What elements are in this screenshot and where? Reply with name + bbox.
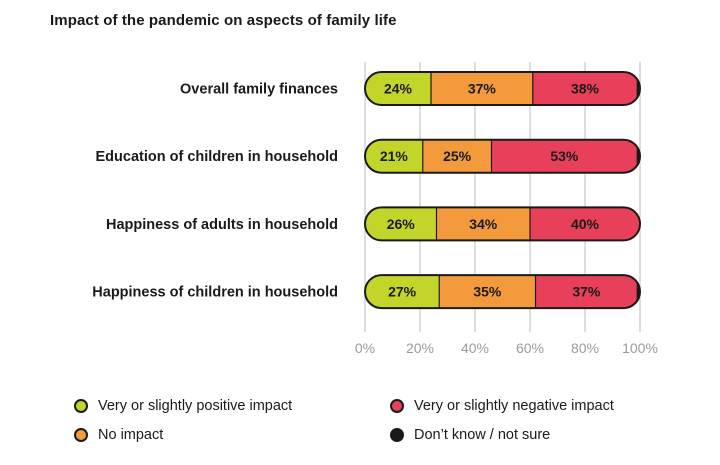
data-label: 37%: [468, 81, 497, 97]
bars: 24% 37% 38% 21% 25% 53% 26% 34% 40% 27% 35% 37%: [364, 71, 641, 310]
legend-item-positive: Very or slightly positive impact: [74, 398, 292, 414]
bar-segment: [422, 139, 492, 173]
bar-segment: [365, 139, 424, 173]
bar-segment: [365, 72, 432, 105]
bar-segment: [431, 72, 534, 105]
bar-segment: [637, 139, 640, 173]
legend-label-no-impact: No impact: [98, 427, 164, 443]
bar-segment: [637, 275, 640, 309]
category-label: Happiness of children in household: [92, 285, 338, 301]
legend-label-positive: Very or slightly positive impact: [98, 398, 293, 414]
legend-item-negative: Very or slightly negative impact: [390, 398, 614, 414]
bar-outline: [364, 274, 641, 310]
bar-row: [365, 72, 640, 105]
bar-row: [365, 275, 640, 309]
legend-swatch-negative: [390, 399, 404, 413]
legend-swatch-positive: [74, 399, 88, 413]
x-tick-label: 40%: [461, 340, 489, 356]
bar-segment: [491, 139, 638, 173]
bar-outline: [364, 138, 641, 174]
legend-item-dont-know: Don’t know / not sure: [390, 427, 550, 443]
data-label: 24%: [384, 81, 413, 97]
data-label: 40%: [571, 216, 600, 232]
x-tick-label: 0%: [355, 340, 375, 356]
category-label: Education of children in household: [96, 149, 338, 165]
data-label: 35%: [473, 284, 502, 300]
bar-segment: [535, 275, 638, 309]
data-label: 53%: [550, 148, 579, 164]
x-tick-label: 60%: [516, 340, 544, 356]
bar-row: [365, 207, 640, 241]
bar-segment: [532, 72, 638, 105]
x-tick-label: 80%: [571, 340, 599, 356]
data-label: 38%: [571, 81, 600, 97]
bar-outline: [364, 206, 641, 242]
bar-segment: [365, 207, 437, 241]
bar-segment: [436, 207, 531, 241]
bar-segment: [439, 275, 536, 309]
legend-item-no-impact: No impact: [74, 427, 163, 443]
bar-segment: [365, 275, 440, 309]
data-label: 37%: [572, 284, 601, 300]
data-label: 27%: [388, 284, 417, 300]
x-axis-ticks: 0% 20% 40% 60% 80% 100%: [355, 340, 658, 356]
x-tick-label: 20%: [406, 340, 434, 356]
legend-swatch-no-impact: [74, 428, 88, 442]
data-label: 26%: [387, 216, 416, 232]
bar-row: [365, 139, 640, 173]
data-label: 34%: [469, 216, 498, 232]
bar-segment: [637, 72, 640, 105]
category-label: Overall family finances: [180, 82, 338, 98]
bar-outline: [364, 71, 641, 106]
category-labels: Overall family finances Education of chil…: [92, 82, 338, 301]
legend-swatch-dont-know: [390, 428, 404, 442]
legend-label-dont-know: Don’t know / not sure: [414, 427, 551, 443]
data-label: 21%: [380, 148, 409, 164]
category-label: Happiness of adults in household: [106, 217, 338, 233]
data-label: 25%: [443, 148, 472, 164]
x-tick-label: 100%: [622, 340, 658, 356]
chart-title: Impact of the pandemic on aspects of fam…: [50, 12, 397, 29]
bar-segment: [530, 207, 640, 241]
legend-label-negative: Very or slightly negative impact: [414, 398, 614, 414]
